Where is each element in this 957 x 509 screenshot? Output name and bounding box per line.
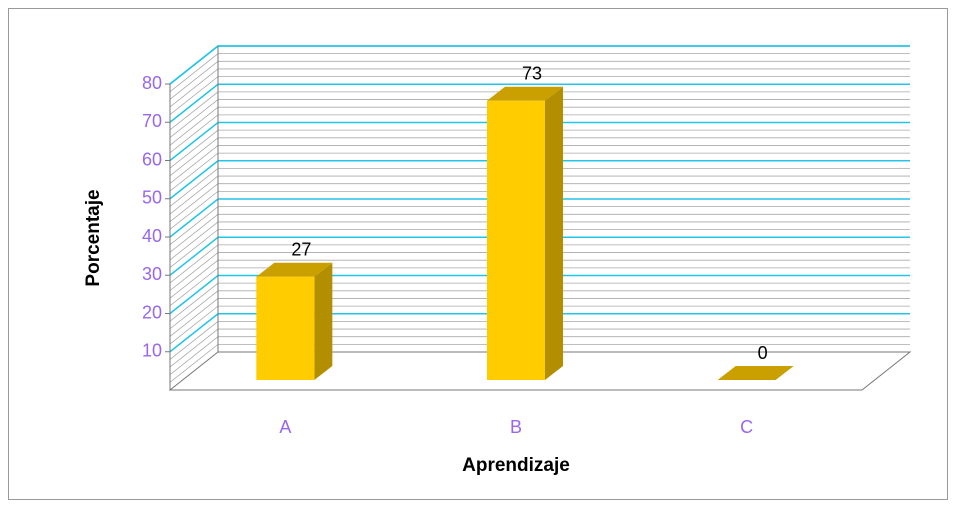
chart-border [8,8,948,500]
value-label: 27 [291,239,311,259]
y-tick-label: 50 [142,188,162,208]
bar-side [545,86,563,381]
value-label: 73 [522,64,542,84]
bar-top [487,86,563,101]
y-tick-label: 80 [142,73,162,93]
value-label: 0 [758,343,768,363]
x-tick-label: C [740,417,753,437]
y-tick-label: 70 [142,111,162,131]
bar [487,100,545,381]
x-tick-label: A [279,417,291,437]
y-tick-label: 30 [142,264,162,284]
bar-side [314,262,333,380]
bar-top [717,366,794,380]
y-tick-label: 40 [142,226,162,246]
bar-top [256,262,333,277]
y-tick-label: 60 [142,149,162,169]
y-axis-title: Porcentaje [83,189,104,286]
y-tick-label: 20 [142,302,162,322]
x-tick-label: B [510,417,522,437]
x-axis-title: Aprendizaje [462,455,570,476]
y-tick-label: 10 [142,341,162,361]
bar [256,276,315,380]
